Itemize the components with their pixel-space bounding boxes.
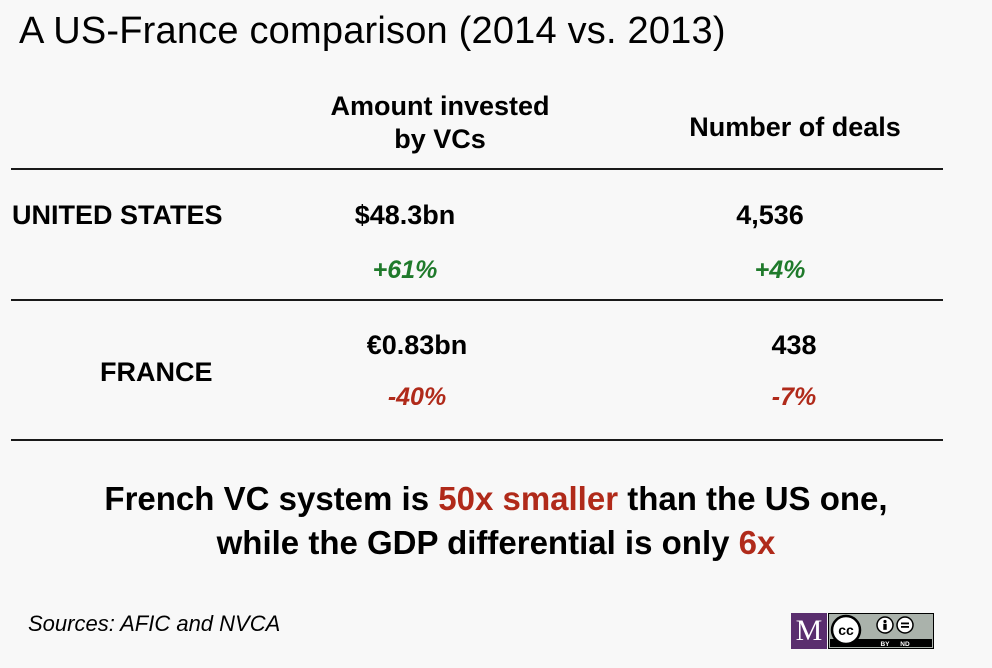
row-us-deals: 4,536 <box>736 200 804 230</box>
conclusion-text: French VC system is 50x smaller than the… <box>20 477 972 565</box>
sources-note: Sources: AFIC and NVCA <box>28 611 281 636</box>
row-us-country: UNITED STATES <box>12 200 223 230</box>
conclusion-line2-start: while the GDP differential is only <box>216 524 739 561</box>
nd-equals-icon <box>896 616 914 634</box>
conclusion-highlight-6x: 6x <box>738 524 776 561</box>
cc-by-nd-license-icon: cc BY ND <box>828 613 934 649</box>
row-france-country: FRANCE <box>100 357 213 387</box>
row-france-amount-change: -40% <box>387 383 447 411</box>
conclusion-line2: while the GDP differential is only 6x <box>20 521 972 565</box>
column-header-amount-line1: Amount invested <box>330 91 550 121</box>
divider-header <box>11 168 943 170</box>
by-label: BY <box>880 641 890 648</box>
conclusion-line1: French VC system is 50x smaller than the… <box>20 477 972 521</box>
m-logo-icon: M <box>791 613 827 649</box>
row-us-deals-change: +4% <box>754 256 806 284</box>
column-header-amount: Amount invested by VCs <box>300 90 580 156</box>
page-title: A US-France comparison (2014 vs. 2013) <box>19 10 726 52</box>
row-us-amount-change: +61% <box>372 256 438 284</box>
conclusion-line1-start: French VC system is <box>104 480 439 517</box>
row-france-deals-change: -7% <box>771 383 817 411</box>
cc-label: cc <box>838 622 854 638</box>
conclusion-highlight-50x: 50x smaller <box>438 480 619 517</box>
column-header-amount-line2: by VCs <box>394 124 486 154</box>
divider-footer <box>11 439 943 441</box>
nd-label: ND <box>900 641 910 648</box>
row-france-amount: €0.83bn <box>366 330 468 360</box>
conclusion-line1-end: than the US one, <box>618 480 888 517</box>
divider-row <box>11 299 943 301</box>
row-france-deals: 438 <box>771 330 817 360</box>
row-us-amount: $48.3bn <box>354 200 456 230</box>
column-header-deals: Number of deals <box>689 112 901 142</box>
